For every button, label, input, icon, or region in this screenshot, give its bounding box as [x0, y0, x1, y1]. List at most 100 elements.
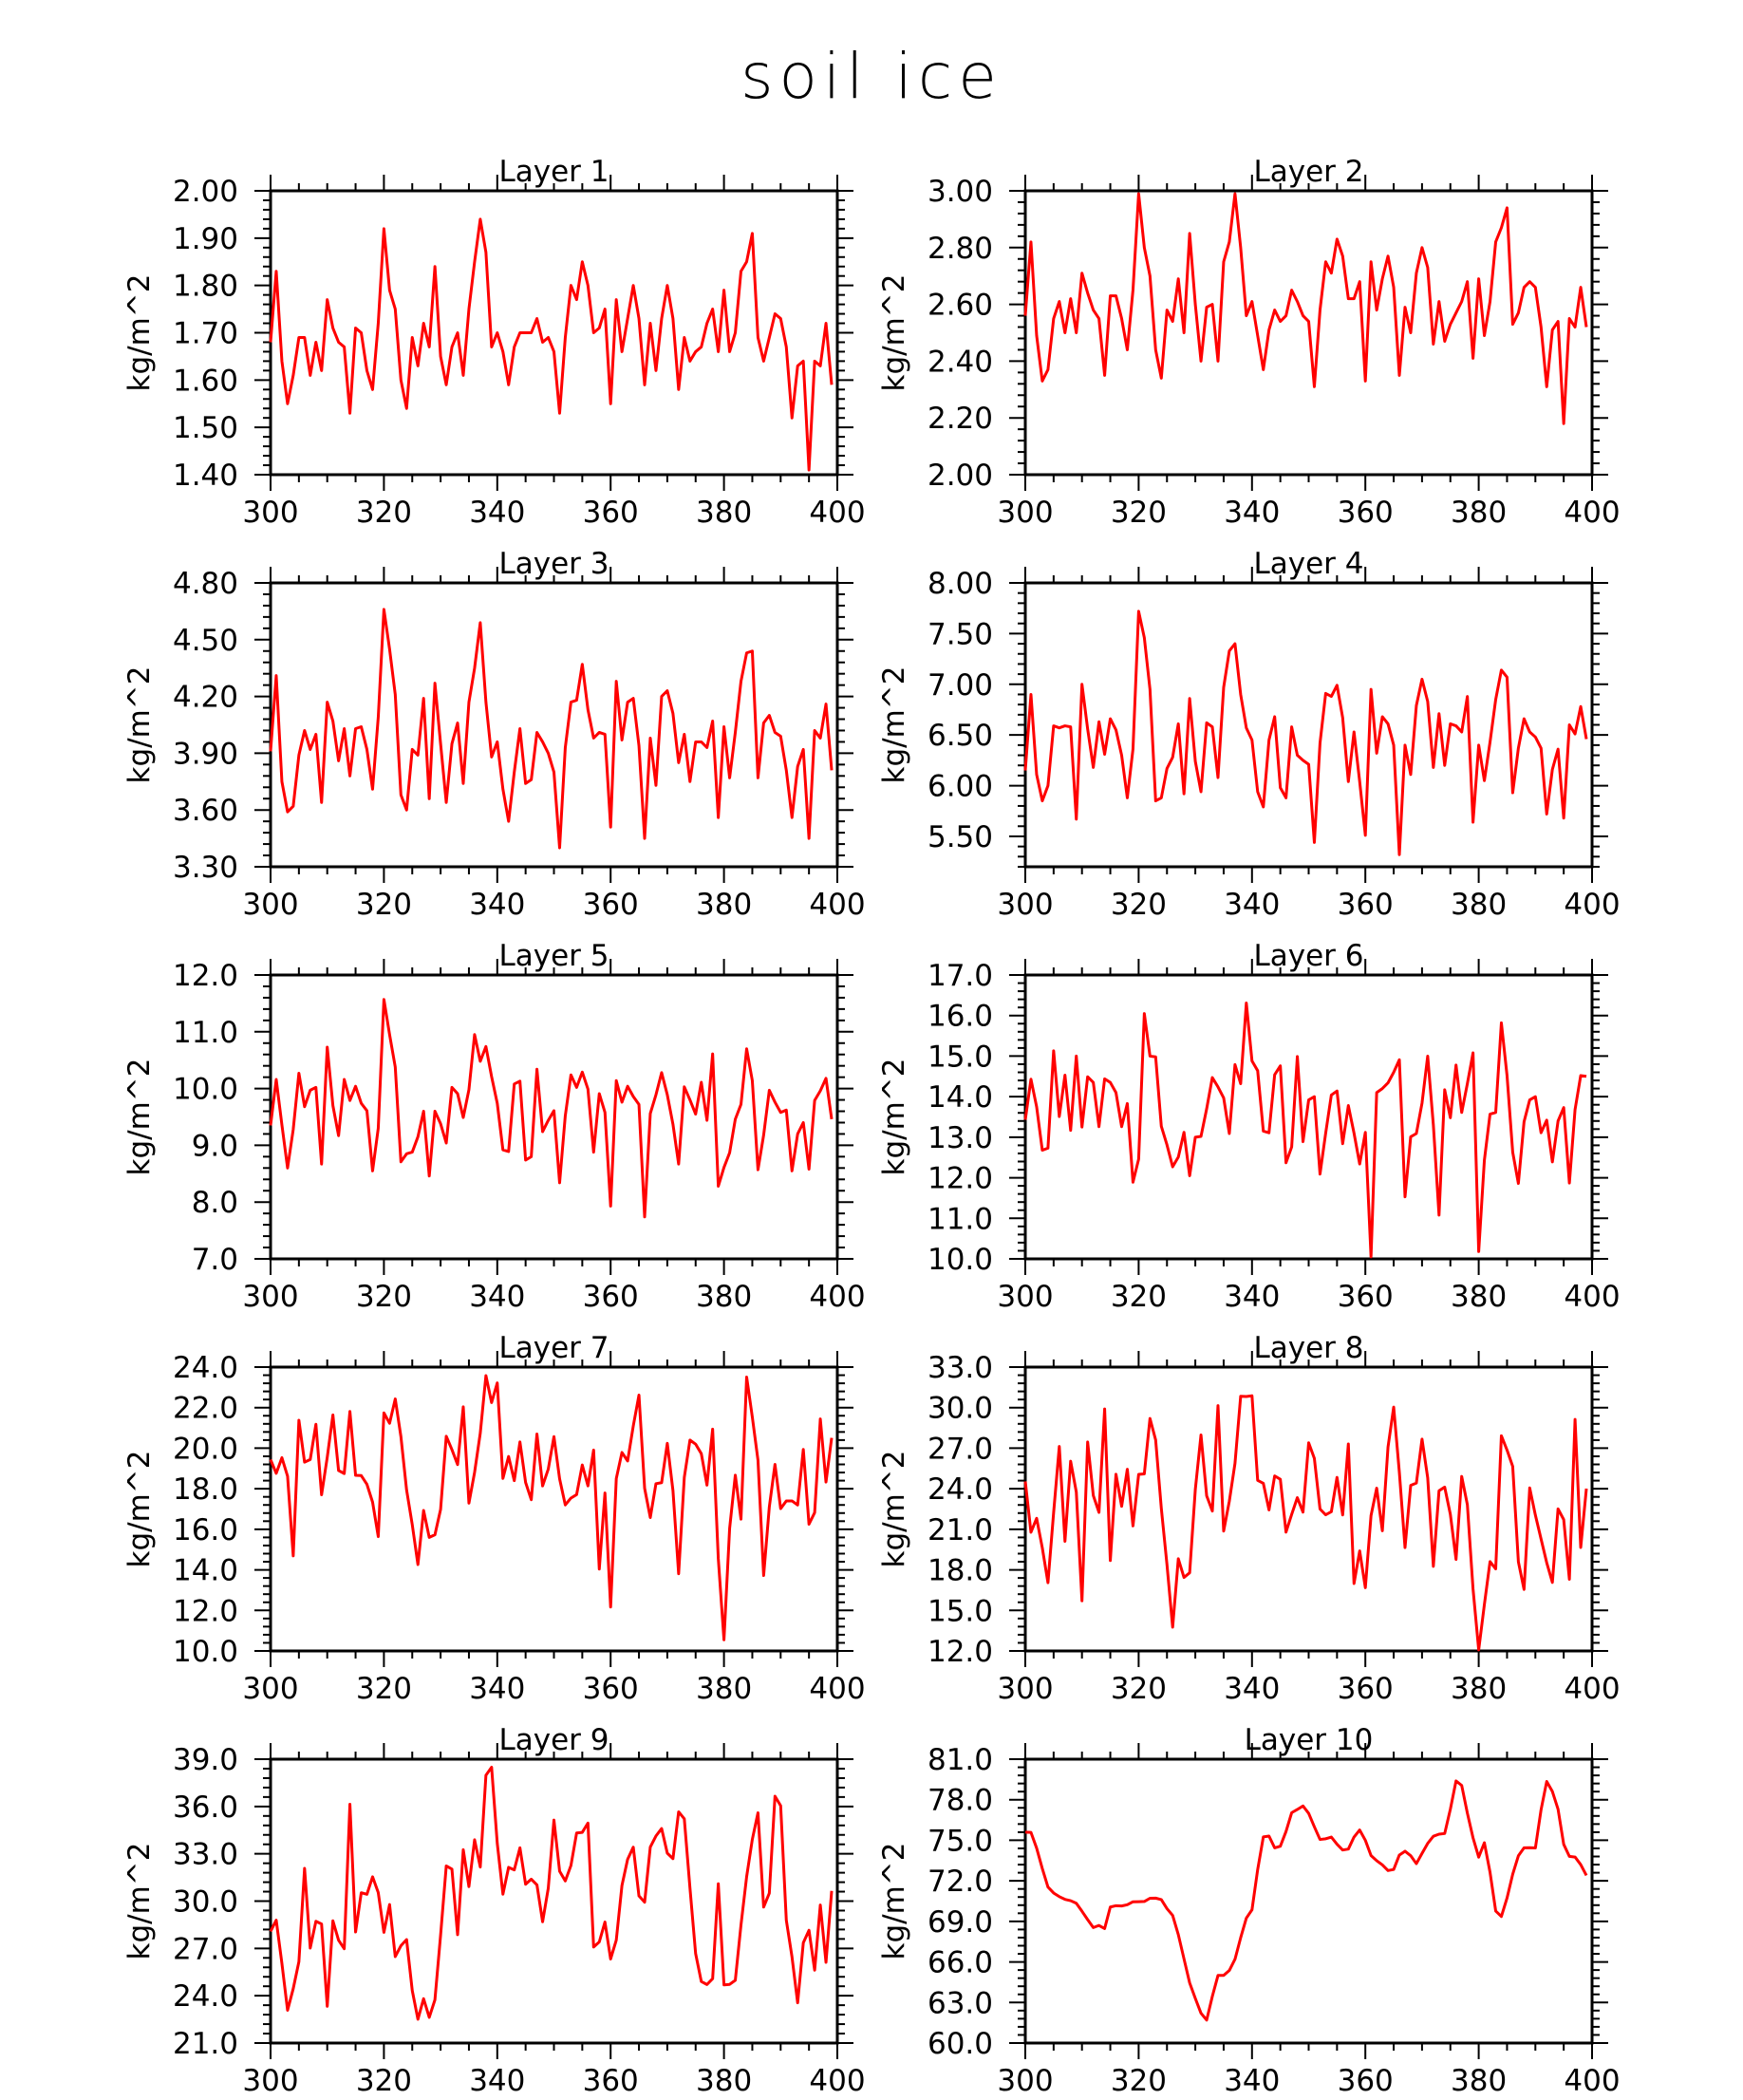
y-tick-label: 20.0 — [173, 1432, 238, 1466]
x-tick-label: 400 — [1564, 1280, 1620, 1314]
x-tick-label: 300 — [242, 888, 298, 922]
y-tick-label: 4.20 — [173, 681, 238, 715]
y-tick-label: 1.40 — [173, 459, 238, 493]
x-tick-label: 320 — [356, 1672, 412, 1706]
y-tick-label: 1.90 — [173, 222, 238, 256]
y-axis-title: kg/m^2 — [122, 1843, 157, 1960]
y-tick-label: 24.0 — [173, 1979, 238, 2014]
x-tick-label: 320 — [356, 496, 412, 530]
y-tick-label: 75.0 — [928, 1824, 993, 1858]
y-axis-title: kg/m^2 — [877, 666, 911, 784]
x-tick-label: 380 — [696, 888, 752, 922]
x-tick-label: 340 — [469, 2064, 525, 2098]
series-line — [1023, 1001, 1587, 1259]
x-tick-label: 300 — [997, 1280, 1053, 1314]
x-tick-label: 300 — [242, 1672, 298, 1706]
y-tick-label: 18.0 — [173, 1472, 238, 1507]
x-tick-label: 300 — [997, 888, 1053, 922]
y-tick-label: 3.60 — [173, 794, 238, 828]
y-tick-label: 14.0 — [173, 1554, 238, 1588]
x-tick-label: 380 — [696, 1280, 752, 1314]
x-tick-label: 360 — [1338, 888, 1394, 922]
y-tick-label: 13.0 — [928, 1121, 993, 1155]
y-tick-label: 14.0 — [928, 1080, 993, 1115]
series-line — [1024, 1779, 1588, 2022]
y-tick-label: 1.50 — [173, 411, 238, 445]
x-tick-label: 340 — [469, 1672, 525, 1706]
x-tick-label: 360 — [1338, 1672, 1394, 1706]
y-axis-title: kg/m^2 — [877, 1059, 911, 1176]
x-tick-label: 380 — [696, 496, 752, 530]
x-tick-label: 400 — [1564, 2064, 1620, 2098]
x-tick-label: 320 — [356, 2064, 412, 2098]
page-title: soil ice — [740, 40, 1003, 113]
y-tick-label: 10.0 — [173, 1635, 238, 1669]
x-tick-label: 400 — [1564, 1672, 1620, 1706]
y-tick-label: 6.50 — [928, 719, 993, 753]
x-tick-label: 360 — [1338, 2064, 1394, 2098]
x-tick-label: 400 — [1564, 888, 1620, 922]
y-tick-label: 10.0 — [173, 1073, 238, 1107]
x-tick-label: 380 — [1451, 2064, 1507, 2098]
y-tick-label: 24.0 — [173, 1351, 238, 1385]
y-tick-label: 4.50 — [173, 624, 238, 658]
y-tick-label: 8.00 — [928, 567, 993, 601]
y-tick-label: 5.50 — [928, 820, 993, 854]
y-tick-label: 72.0 — [928, 1865, 993, 1899]
y-tick-label: 12.0 — [928, 1635, 993, 1669]
y-tick-label: 11.0 — [928, 1202, 993, 1236]
y-tick-label: 27.0 — [928, 1432, 993, 1466]
x-tick-label: 340 — [1224, 2064, 1280, 2098]
y-tick-label: 1.60 — [173, 364, 238, 398]
y-tick-label: 16.0 — [173, 1513, 238, 1547]
y-tick-label: 63.0 — [928, 1986, 993, 2020]
x-tick-label: 360 — [583, 1672, 639, 1706]
y-axis-title: kg/m^2 — [122, 666, 157, 784]
x-tick-label: 340 — [1224, 888, 1280, 922]
y-axis-title: kg/m^2 — [122, 1059, 157, 1176]
y-tick-label: 27.0 — [173, 1932, 238, 1966]
x-tick-label: 320 — [1111, 1280, 1167, 1314]
y-tick-label: 4.80 — [173, 567, 238, 601]
y-tick-label: 78.0 — [928, 1784, 993, 1818]
y-tick-label: 1.70 — [173, 317, 238, 351]
y-tick-label: 39.0 — [173, 1743, 238, 1777]
x-tick-label: 320 — [1111, 496, 1167, 530]
x-tick-label: 340 — [1224, 1280, 1280, 1314]
y-tick-label: 2.40 — [928, 345, 993, 379]
y-axis-title: kg/m^2 — [877, 1843, 911, 1960]
y-tick-label: 3.00 — [928, 175, 993, 209]
plot-frame — [269, 581, 839, 869]
y-tick-label: 2.80 — [928, 232, 993, 266]
y-tick-label: 7.00 — [928, 668, 993, 703]
x-tick-label: 360 — [583, 2064, 639, 2098]
y-tick-label: 30.0 — [928, 1392, 993, 1426]
x-tick-label: 320 — [356, 888, 412, 922]
x-tick-label: 400 — [809, 1672, 865, 1706]
x-tick-label: 320 — [1111, 2064, 1167, 2098]
series-line — [269, 217, 834, 472]
series-line — [1023, 609, 1588, 856]
y-tick-label: 9.0 — [192, 1129, 238, 1163]
y-tick-label: 33.0 — [928, 1351, 993, 1385]
y-tick-label: 2.60 — [928, 289, 993, 323]
y-tick-label: 16.0 — [928, 1000, 993, 1034]
x-tick-label: 380 — [696, 2064, 752, 2098]
x-tick-label: 300 — [997, 1672, 1053, 1706]
x-tick-label: 320 — [1111, 1672, 1167, 1706]
x-tick-label: 400 — [809, 1280, 865, 1314]
x-tick-label: 400 — [809, 888, 865, 922]
x-tick-label: 360 — [1338, 496, 1394, 530]
x-tick-label: 360 — [583, 496, 639, 530]
x-tick-label: 400 — [809, 2064, 865, 2098]
plot-frame — [1023, 973, 1594, 1261]
x-tick-label: 340 — [469, 1280, 525, 1314]
x-tick-label: 400 — [809, 496, 865, 530]
x-tick-label: 340 — [1224, 496, 1280, 530]
x-tick-label: 300 — [997, 496, 1053, 530]
